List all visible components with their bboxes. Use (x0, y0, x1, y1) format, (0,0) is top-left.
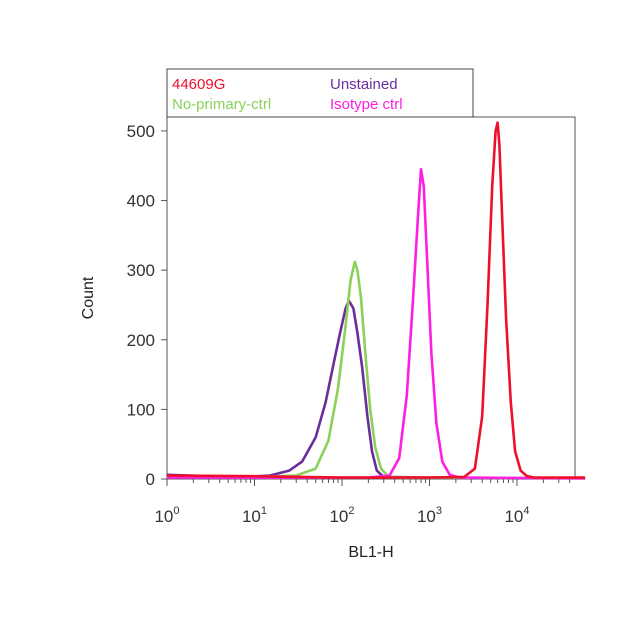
x-tick-exponent: 2 (348, 505, 354, 517)
y-tick-label: 100 (127, 400, 155, 419)
legend-entry-no-primary-ctrl: No-primary-ctrl (172, 96, 271, 113)
x-tick-label: 103 (417, 505, 442, 526)
x-axis: 100 101 102 103 104 (154, 479, 571, 526)
x-tick-base: 10 (154, 507, 173, 526)
legend-box (166, 68, 474, 118)
x-tick-base: 10 (242, 507, 261, 526)
y-axis-label: Count (80, 276, 97, 319)
y-tick-label: 0 (146, 470, 155, 489)
y-tick-label: 300 (127, 261, 155, 280)
x-axis-label: BL1-H (348, 544, 393, 561)
x-tick-label: 102 (329, 505, 354, 526)
x-tick-exponent: 1 (261, 505, 267, 517)
legend-entry-44609g: 44609G (172, 76, 225, 93)
y-tick-label: 200 (127, 331, 155, 350)
x-tick-label: 104 (504, 505, 529, 526)
x-tick-base: 10 (329, 507, 348, 526)
legend-entry-isotype-ctrl: Isotype ctrl (330, 96, 403, 113)
series-layer (166, 121, 586, 480)
x-tick-label: 101 (242, 505, 267, 526)
x-tick-exponent: 4 (523, 505, 529, 517)
y-tick-label: 500 (127, 122, 155, 141)
y-tick-label: 400 (127, 192, 155, 211)
x-tick-exponent: 0 (173, 505, 179, 517)
series-line-isotype-ctrl (167, 167, 586, 480)
series-line-no-primary-ctrl (167, 260, 586, 480)
x-tick-label: 100 (154, 505, 179, 526)
x-tick-base: 10 (504, 507, 523, 526)
y-axis: 0 100 200 300 400 500 (127, 122, 167, 489)
legend-entry-unstained: Unstained (330, 76, 398, 93)
x-tick-base: 10 (417, 507, 436, 526)
series-line-44609g (166, 121, 586, 479)
x-tick-exponent: 3 (436, 505, 442, 517)
legend: 44609G Unstained No-primary-ctrl Isotype… (166, 68, 474, 118)
